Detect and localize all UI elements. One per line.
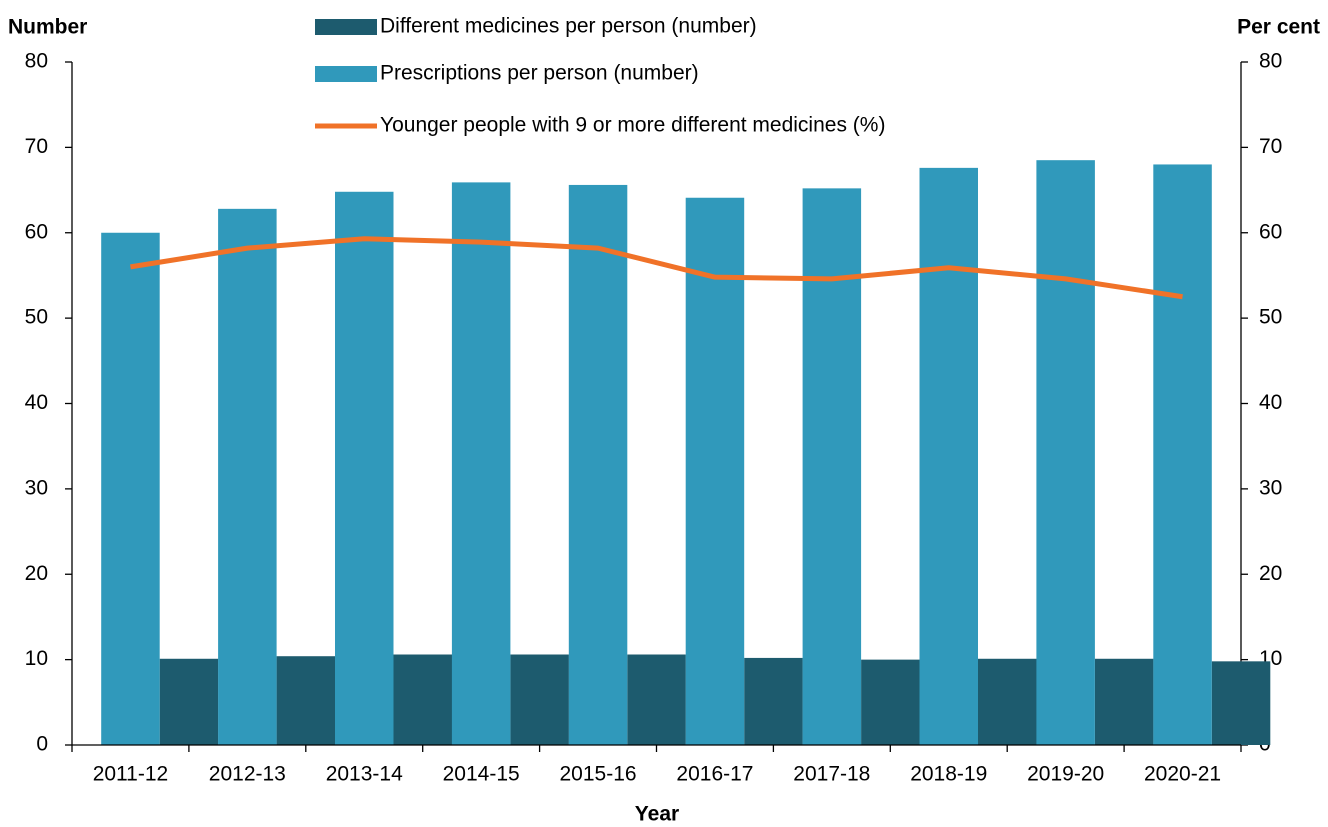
x-tick-label: 2013-14 bbox=[326, 763, 403, 786]
bar bbox=[218, 208, 277, 746]
legend-swatch bbox=[315, 19, 377, 35]
y2-tick-label: 70 bbox=[1259, 135, 1282, 158]
x-tick-label: 2014-15 bbox=[443, 763, 520, 786]
y2-tick-label: 80 bbox=[1259, 50, 1282, 73]
y-axis-title: Number bbox=[8, 16, 87, 39]
y-tick-label: 40 bbox=[25, 391, 48, 414]
legend-label: Prescriptions per person (number) bbox=[380, 62, 699, 85]
bar bbox=[919, 167, 978, 746]
bar bbox=[861, 659, 920, 745]
y2-axis-title: Per cent bbox=[1237, 16, 1320, 39]
x-tick-label: 2016-17 bbox=[676, 763, 753, 786]
y-tick-label: 20 bbox=[25, 562, 48, 585]
bar bbox=[393, 654, 452, 745]
legend-label: Different medicines per person (number) bbox=[380, 15, 757, 38]
bar bbox=[1211, 661, 1271, 745]
y2-tick-label: 60 bbox=[1259, 220, 1282, 243]
y2-tick-label: 20 bbox=[1259, 562, 1282, 585]
y2-tick-label: 50 bbox=[1259, 306, 1282, 329]
bar bbox=[627, 654, 686, 745]
bar bbox=[802, 188, 862, 746]
bar bbox=[978, 658, 1037, 745]
y-tick-label: 80 bbox=[25, 50, 48, 73]
x-axis-title: Year bbox=[635, 803, 679, 826]
bar bbox=[744, 657, 803, 745]
x-tick-label: 2011-12 bbox=[93, 763, 169, 786]
legend-label: Younger people with 9 or more different … bbox=[380, 114, 885, 137]
x-tick-label: 2015-16 bbox=[560, 763, 637, 786]
bar bbox=[451, 182, 511, 745]
bar bbox=[568, 184, 628, 745]
line bbox=[130, 236, 1183, 300]
y-tick-label: 70 bbox=[25, 135, 48, 158]
x-tick-label: 2018-19 bbox=[910, 763, 987, 786]
x-tick-label: 2020-21 bbox=[1144, 763, 1221, 786]
y2-tick-label: 40 bbox=[1259, 391, 1282, 414]
y-tick-label: 10 bbox=[25, 647, 48, 670]
bar bbox=[1036, 160, 1095, 745]
x-tick-label: 2019-20 bbox=[1027, 763, 1104, 786]
y2-tick-label: 30 bbox=[1259, 476, 1282, 499]
bar bbox=[510, 654, 569, 745]
bar bbox=[685, 197, 745, 746]
y-tick-label: 60 bbox=[25, 220, 48, 243]
bar bbox=[1153, 164, 1212, 745]
y-tick-label: 30 bbox=[25, 476, 48, 499]
legend-swatch bbox=[315, 66, 377, 82]
y-tick-label: 50 bbox=[25, 306, 48, 329]
x-tick-label: 2017-18 bbox=[793, 763, 870, 786]
bar bbox=[276, 656, 336, 745]
x-tick-label: 2012-13 bbox=[209, 763, 286, 786]
bar bbox=[1094, 658, 1154, 745]
y-tick-label: 0 bbox=[36, 733, 48, 756]
bar bbox=[335, 191, 394, 745]
bar bbox=[159, 658, 219, 745]
bar bbox=[101, 232, 160, 745]
